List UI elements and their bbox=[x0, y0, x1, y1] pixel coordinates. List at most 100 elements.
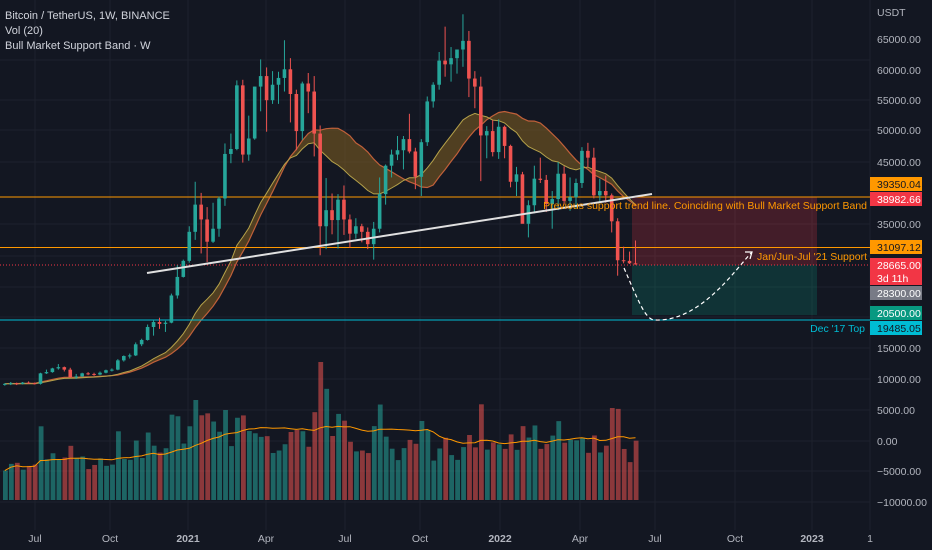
price-axis-tick: 35000.00 bbox=[877, 219, 921, 231]
candle-body bbox=[14, 383, 19, 385]
volume-bar bbox=[574, 440, 579, 500]
candle-body bbox=[520, 174, 525, 224]
candle-body bbox=[68, 369, 73, 378]
volume-bar bbox=[348, 441, 353, 500]
projection-arrow-icon bbox=[745, 251, 753, 260]
volume-bar bbox=[592, 435, 597, 500]
candle-body bbox=[377, 194, 382, 229]
volume-bar bbox=[467, 435, 472, 500]
volume-bar bbox=[241, 415, 246, 500]
candle-body bbox=[562, 173, 566, 201]
candle-body bbox=[8, 383, 13, 385]
price-tag-label: 19485.05 bbox=[877, 323, 921, 335]
volume-bar bbox=[68, 445, 74, 500]
volume-bar bbox=[556, 421, 562, 500]
horizontal-levels bbox=[0, 196, 870, 321]
price-tag-label: 3d 11h bbox=[877, 273, 908, 285]
time-axis-tick: 2021 bbox=[176, 533, 200, 545]
volume-bar bbox=[437, 448, 443, 500]
price-tag-bg bbox=[870, 240, 922, 254]
price-axis-tick: 0.00 bbox=[877, 436, 898, 448]
candle-body bbox=[3, 383, 7, 385]
price-tag-bg bbox=[870, 286, 922, 300]
dec-17-top-note: Dec '17 Top bbox=[810, 323, 865, 335]
candle-body bbox=[270, 84, 275, 101]
candle-body bbox=[163, 322, 168, 324]
candle-body bbox=[217, 198, 221, 229]
time-axis-tick: Oct bbox=[727, 533, 743, 545]
volume-bar bbox=[609, 408, 615, 500]
volume-bar bbox=[20, 469, 26, 500]
volume-bar bbox=[74, 457, 80, 500]
price-axis-tick: 50000.00 bbox=[877, 125, 921, 137]
indicator-band-label[interactable]: Bull Market Support Band · W bbox=[5, 40, 151, 52]
volume-bar bbox=[217, 431, 222, 500]
volume-bar bbox=[122, 459, 127, 500]
candle-body bbox=[50, 368, 55, 373]
candle-body bbox=[157, 322, 162, 324]
candle-body bbox=[252, 86, 257, 139]
candle-body bbox=[556, 173, 560, 200]
symbol-title[interactable]: Bitcoin / TetherUS, 1W, BINANCE bbox=[5, 10, 170, 22]
volume-bar bbox=[615, 408, 621, 500]
volume-bar bbox=[3, 470, 8, 500]
candle-body bbox=[514, 174, 519, 182]
indicator-volume-label[interactable]: Vol (20) bbox=[5, 25, 43, 37]
candle-body bbox=[502, 126, 507, 146]
candle-body bbox=[74, 376, 78, 378]
volume-bar bbox=[252, 433, 258, 500]
candle-body bbox=[633, 263, 638, 265]
volume-bar bbox=[550, 435, 556, 500]
price-tag-label: 28665.00 bbox=[877, 260, 921, 272]
candle-body bbox=[431, 84, 435, 102]
candle-body bbox=[127, 355, 132, 357]
support-trendline[interactable] bbox=[146, 193, 653, 274]
price-tag-bg bbox=[870, 258, 922, 272]
volume-bar bbox=[544, 444, 550, 500]
candle-body bbox=[395, 150, 400, 155]
candle-body bbox=[609, 195, 614, 222]
candle-body bbox=[568, 197, 572, 201]
volume-bars bbox=[3, 362, 639, 500]
price-axis-tick: −10000.00 bbox=[877, 497, 927, 509]
volume-bar bbox=[80, 456, 86, 500]
candle-body bbox=[586, 150, 590, 158]
candle-body bbox=[133, 344, 138, 356]
volume-bar bbox=[413, 443, 419, 500]
volume-bar bbox=[282, 444, 288, 500]
candle-body bbox=[294, 94, 299, 132]
candle-body bbox=[86, 373, 90, 375]
candle-body bbox=[300, 83, 305, 132]
volume-bar bbox=[14, 462, 20, 500]
candle-body bbox=[151, 322, 156, 327]
time-axis-tick: Jul bbox=[338, 533, 351, 545]
candle-body bbox=[532, 178, 537, 206]
support-note: Jan/Jun-Jul '21 Support bbox=[757, 251, 867, 263]
price-axis-tick: 60000.00 bbox=[877, 65, 921, 77]
time-axis-tick: Apr bbox=[258, 533, 275, 545]
price-axis-tick: 5000.00 bbox=[877, 405, 915, 417]
candle-body bbox=[419, 142, 424, 177]
price-tag-bg bbox=[870, 177, 922, 191]
price-axis[interactable]: USDT 65000.00 60000.00 55000.00 50000.00 450… bbox=[877, 7, 927, 509]
volume-bar bbox=[151, 445, 157, 500]
candle-body bbox=[44, 372, 49, 374]
candle-body bbox=[383, 165, 388, 195]
candle-body bbox=[592, 157, 596, 196]
candle-body bbox=[175, 276, 180, 296]
time-axis[interactable]: Jul Oct 2021 Apr Jul Oct 2022 Apr Jul Oct 2023 1 bbox=[28, 533, 873, 545]
volume-bar bbox=[431, 460, 437, 500]
volume-bar bbox=[586, 452, 591, 500]
volume-bar bbox=[354, 451, 359, 500]
price-axis-tick: 55000.00 bbox=[877, 95, 921, 107]
price-tag-label: 28300.00 bbox=[877, 288, 921, 300]
volume-bar bbox=[621, 448, 627, 500]
volume-bar bbox=[110, 464, 115, 500]
candles bbox=[3, 14, 638, 386]
candle-body bbox=[38, 373, 43, 384]
candle-body bbox=[389, 154, 394, 166]
candle-body bbox=[348, 219, 352, 234]
candle-body bbox=[550, 199, 554, 205]
volume-bar bbox=[407, 439, 413, 500]
